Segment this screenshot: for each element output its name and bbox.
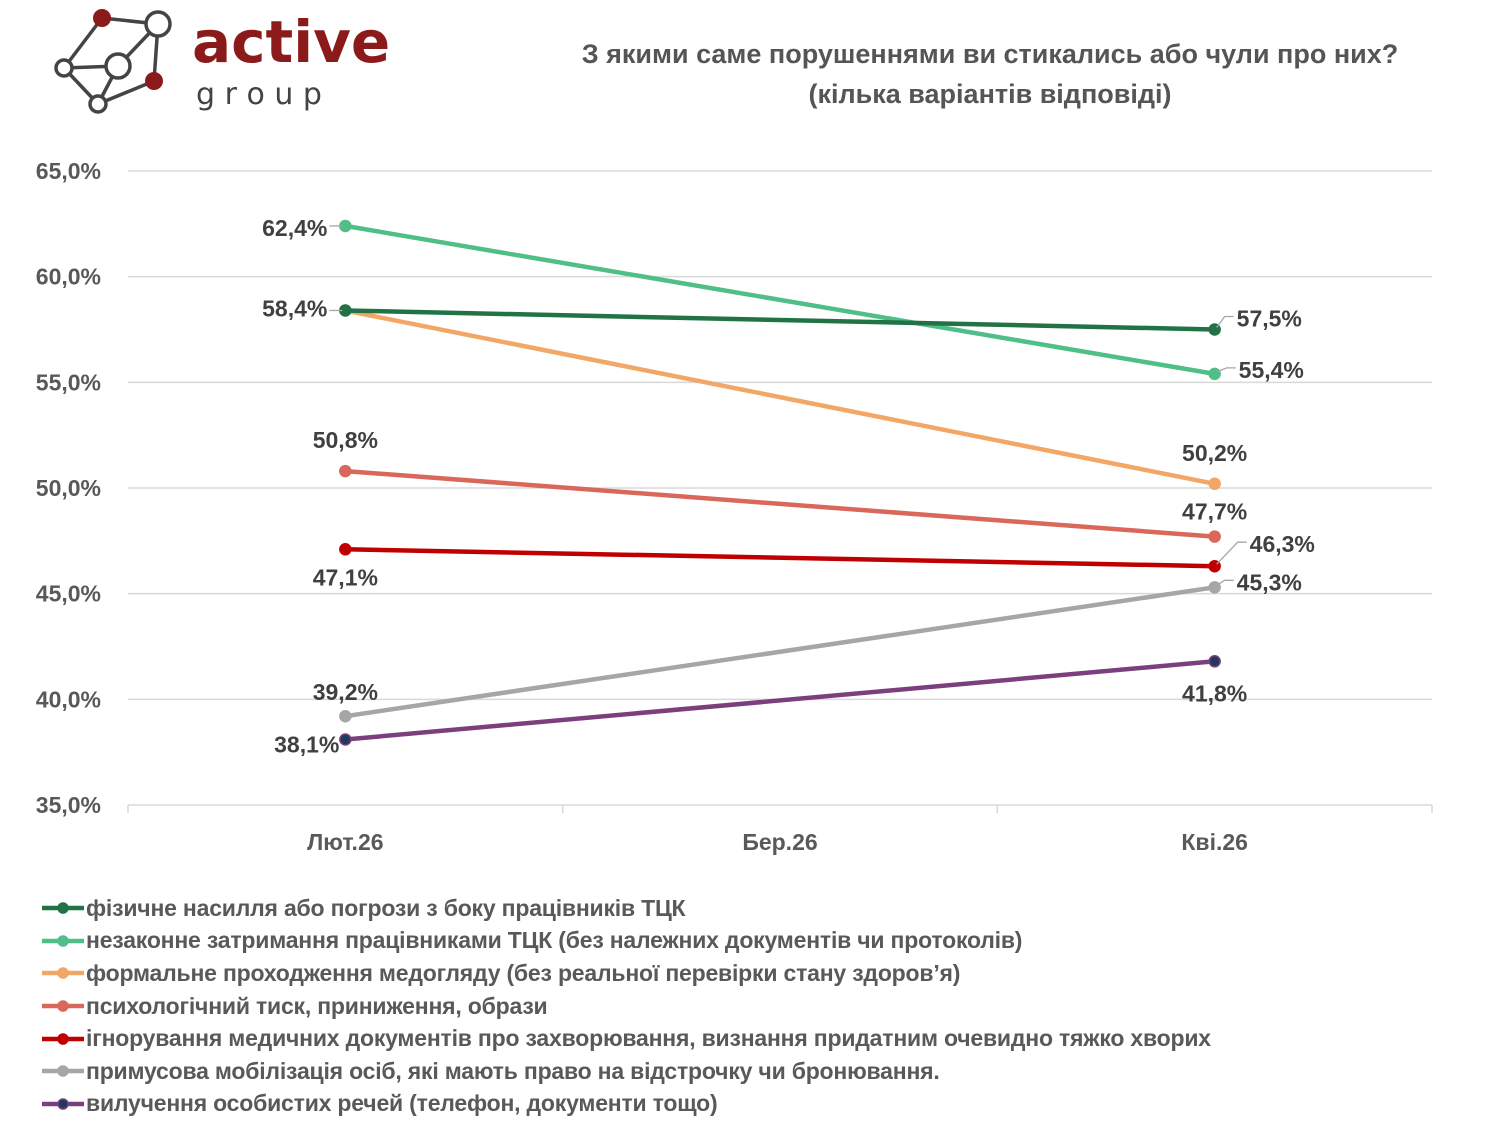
data-point-marker <box>339 733 352 746</box>
series-line <box>343 659 1217 742</box>
y-tick-label: 50,0% <box>36 475 101 501</box>
legend-label: вилучення особистих речей (телефон, доку… <box>86 1090 718 1117</box>
data-label: 45,3% <box>1237 569 1302 595</box>
legend-label: примусова мобілізація осіб, які мають пр… <box>86 1057 940 1084</box>
legend-line-marker-icon <box>42 1065 84 1078</box>
legend-line-marker-icon <box>42 1000 84 1012</box>
data-label: 47,1% <box>313 564 378 590</box>
active-group-logo: active g r o u p <box>54 8 390 114</box>
line-chart: 35,0% 40,0% 45,0% 50,0% 55,0% 60,0% 65,0% Лют.… <box>36 158 1433 855</box>
data-label: 50,8% <box>313 427 378 453</box>
y-tick-label: 45,0% <box>36 581 101 607</box>
data-label: 57,5% <box>1237 306 1302 332</box>
series-line <box>343 468 1217 539</box>
data-point-marker <box>1208 655 1221 668</box>
gridlines <box>128 170 1432 806</box>
y-tick-label: 35,0% <box>36 792 101 818</box>
logo-word-active: active <box>192 8 390 76</box>
series-line <box>343 585 1217 719</box>
data-label: 50,2% <box>1182 440 1247 466</box>
data-point-marker <box>1208 367 1221 381</box>
data-label: 46,3% <box>1250 531 1315 557</box>
legend-label: незаконне затримання працівниками ТЦК (б… <box>86 927 1023 954</box>
data-label: 38,1% <box>274 731 339 757</box>
series-line <box>343 223 1217 377</box>
y-tick-label: 65,0% <box>36 158 101 184</box>
series-4 <box>339 464 1221 543</box>
legend-line-marker-icon <box>42 902 84 915</box>
y-tick-label: 40,0% <box>36 686 101 712</box>
legend-item: вилучення особистих речей (телефон, доку… <box>40 1088 1500 1121</box>
legend-item: фізичне насилля або погрози з боку праці… <box>40 892 1500 925</box>
y-tick-label: 60,0% <box>36 264 101 290</box>
legend-item: психологічний тиск, приниження, образи <box>40 990 1500 1023</box>
legend-label: фізичне насилля або погрози з боку праці… <box>86 894 686 921</box>
series-2 <box>339 219 1221 381</box>
legend: фізичне насилля або погрози з боку праці… <box>40 892 1500 1120</box>
legend-line-marker-icon <box>42 935 84 947</box>
network-nodes-icon <box>54 9 172 114</box>
series-5 <box>339 543 1221 573</box>
data-point-marker <box>1208 477 1221 491</box>
legend-item: незаконне затримання працівниками ТЦК (б… <box>40 925 1500 958</box>
chart-title-line1: З якими саме порушеннями ви стикались аб… <box>581 39 1399 69</box>
data-point-marker <box>1208 530 1221 543</box>
legend-label: формальне проходження медогляду (без реа… <box>86 959 961 986</box>
chart-title: З якими саме порушеннями ви стикались аб… <box>480 34 1500 114</box>
legend-line-marker-icon <box>42 1098 84 1110</box>
series-6 <box>339 581 1221 723</box>
legend-label: психологічний тиск, приниження, образи <box>86 992 548 1019</box>
series-1 <box>339 304 1221 336</box>
leader-line <box>1216 367 1236 373</box>
x-tick-label: Кві.26 <box>1181 829 1248 855</box>
series-line <box>343 547 1217 569</box>
series-line <box>343 308 1217 487</box>
data-point-marker <box>339 464 352 478</box>
legend-item: формальне проходження медогляду (без реа… <box>40 957 1500 990</box>
x-axis: Лют.26 Бер.26 Кві.26 <box>127 805 1433 855</box>
x-tick-label: Бер.26 <box>742 829 817 855</box>
leader-line <box>1216 541 1247 565</box>
data-label: 41,8% <box>1182 680 1247 706</box>
leader-line <box>1216 579 1234 586</box>
series-line <box>343 308 1217 332</box>
series-7 <box>339 655 1221 746</box>
data-point-marker <box>339 709 352 723</box>
x-tick-label: Лют.26 <box>307 829 383 855</box>
chart-title-line2: (кілька варіантів відповіді) <box>808 79 1172 109</box>
series-lines <box>339 219 1221 746</box>
y-axis: 35,0% 40,0% 45,0% 50,0% 55,0% 60,0% 65,0% <box>36 158 101 818</box>
data-label: 58,4% <box>262 295 327 321</box>
data-label: 47,7% <box>1182 499 1247 525</box>
data-labels: 57,5% 62,4% 55,4% 58,4% 50,2% 50,8% 47,7% 47,1%… <box>262 215 1315 758</box>
data-label: 55,4% <box>1239 357 1304 383</box>
legend-item: примусова мобілізація осіб, які мають пр… <box>40 1055 1500 1088</box>
legend-item: ігнорування медичних документів про захв… <box>40 1022 1500 1055</box>
data-label: 62,4% <box>262 215 327 241</box>
leader-line <box>1216 315 1234 328</box>
data-point-marker <box>339 543 352 556</box>
series-3 <box>339 304 1221 491</box>
y-tick-label: 55,0% <box>36 369 101 395</box>
legend-label: ігнорування медичних документів про захв… <box>86 1025 1211 1052</box>
legend-line-marker-icon <box>42 967 84 980</box>
legend-line-marker-icon <box>42 1032 84 1045</box>
logo-word-group: g r o u p <box>196 77 322 112</box>
data-label: 39,2% <box>313 679 378 705</box>
